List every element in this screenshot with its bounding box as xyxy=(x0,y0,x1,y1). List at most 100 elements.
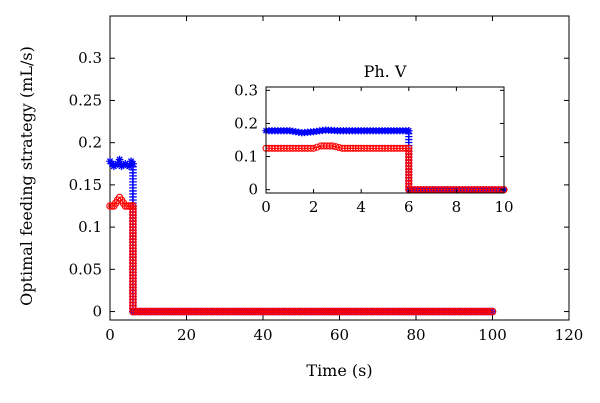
main-point xyxy=(326,307,334,316)
main-point xyxy=(294,307,302,316)
main-point xyxy=(168,307,177,316)
main-point xyxy=(447,307,455,316)
main-drop-point xyxy=(129,304,137,313)
main-point xyxy=(233,307,242,316)
main-x-axis-label: Time (s) xyxy=(306,361,372,380)
main-series-circle xyxy=(106,193,497,316)
main-point xyxy=(198,307,207,316)
main-point xyxy=(453,307,462,316)
main-y-tick-label: 0.15 xyxy=(69,176,102,194)
main-point xyxy=(164,307,172,316)
main-point xyxy=(305,307,314,316)
main-point xyxy=(372,307,381,316)
main-point xyxy=(456,307,464,316)
main-point xyxy=(254,307,263,316)
main-point xyxy=(171,307,179,316)
main-point xyxy=(328,307,337,316)
main-x-tick-label: 20 xyxy=(177,326,196,344)
main-point xyxy=(208,307,216,316)
main-point xyxy=(157,307,165,316)
main-point xyxy=(365,307,374,316)
main-point xyxy=(465,307,474,316)
main-point xyxy=(238,307,246,316)
inset-plot-frame xyxy=(265,86,505,194)
inset-point xyxy=(310,144,318,152)
main-point xyxy=(437,307,446,316)
inset-point xyxy=(313,143,321,151)
main-point xyxy=(287,307,295,316)
main-point xyxy=(154,307,163,316)
main-point xyxy=(256,307,265,316)
inset-point xyxy=(344,144,352,152)
main-point xyxy=(173,307,181,316)
main-x-tick-label: 40 xyxy=(253,326,272,344)
main-point xyxy=(145,307,154,316)
main-point xyxy=(486,307,494,316)
inset-title: Ph. V xyxy=(364,62,407,81)
main-point xyxy=(430,307,439,316)
main-point xyxy=(312,307,321,316)
main-point xyxy=(335,307,344,316)
inset-x-tick-label: 0 xyxy=(261,198,271,216)
main-point xyxy=(435,307,443,316)
main-point xyxy=(414,307,423,316)
main-point xyxy=(481,307,490,316)
main-point xyxy=(472,307,481,316)
main-point xyxy=(442,307,450,316)
main-point xyxy=(386,307,395,316)
inset-axis-ticks: 0 2 4 6 8 10 0 0.1 0.2 0.3 xyxy=(234,81,513,216)
main-series-group xyxy=(106,155,497,316)
inset-x-tick-label: 10 xyxy=(494,198,513,216)
main-point xyxy=(277,307,286,316)
main-point xyxy=(222,307,230,316)
main-point xyxy=(194,307,202,316)
main-y-tick-label: 0.2 xyxy=(78,134,102,152)
main-point xyxy=(331,307,339,316)
inset-x-tick-label: 6 xyxy=(404,198,414,216)
main-point xyxy=(212,307,221,316)
main-point xyxy=(428,307,436,316)
main-point xyxy=(263,307,272,316)
main-point xyxy=(470,307,478,316)
main-point xyxy=(125,162,133,171)
inset-point xyxy=(349,144,357,152)
inset-background xyxy=(266,87,504,193)
main-point xyxy=(219,307,228,316)
main-point xyxy=(412,307,420,316)
main-point xyxy=(477,307,485,316)
main-point xyxy=(314,307,323,316)
inset-point xyxy=(346,144,354,152)
main-point xyxy=(440,307,448,316)
main-point xyxy=(347,307,355,316)
main-point xyxy=(377,307,385,316)
main-x-tick-label: 120 xyxy=(555,326,584,344)
main-point xyxy=(423,307,432,316)
inset-chart: 0 2 4 6 8 10 0 0.1 0.2 0.3 Ph. V xyxy=(234,62,513,216)
main-point xyxy=(252,307,260,316)
main-y-tick-label: 0.25 xyxy=(69,91,102,109)
inset-point xyxy=(332,143,340,151)
main-point xyxy=(382,307,390,316)
main-point xyxy=(266,307,274,316)
main-y-tick-label: 0.05 xyxy=(69,260,102,278)
main-x-tick-label: 0 xyxy=(105,326,115,344)
inset-point xyxy=(329,142,337,150)
main-point xyxy=(291,307,300,316)
main-point xyxy=(136,307,144,316)
main-point xyxy=(356,307,365,316)
main-point xyxy=(321,307,330,316)
main-point xyxy=(398,307,406,316)
main-point xyxy=(150,307,158,316)
main-point xyxy=(460,307,469,316)
main-point xyxy=(229,307,237,316)
main-point xyxy=(284,307,293,316)
main-point xyxy=(143,307,151,316)
main-point xyxy=(345,307,353,316)
main-point xyxy=(189,307,198,316)
main-point xyxy=(433,307,441,316)
main-point xyxy=(205,307,214,316)
main-point xyxy=(317,307,325,316)
